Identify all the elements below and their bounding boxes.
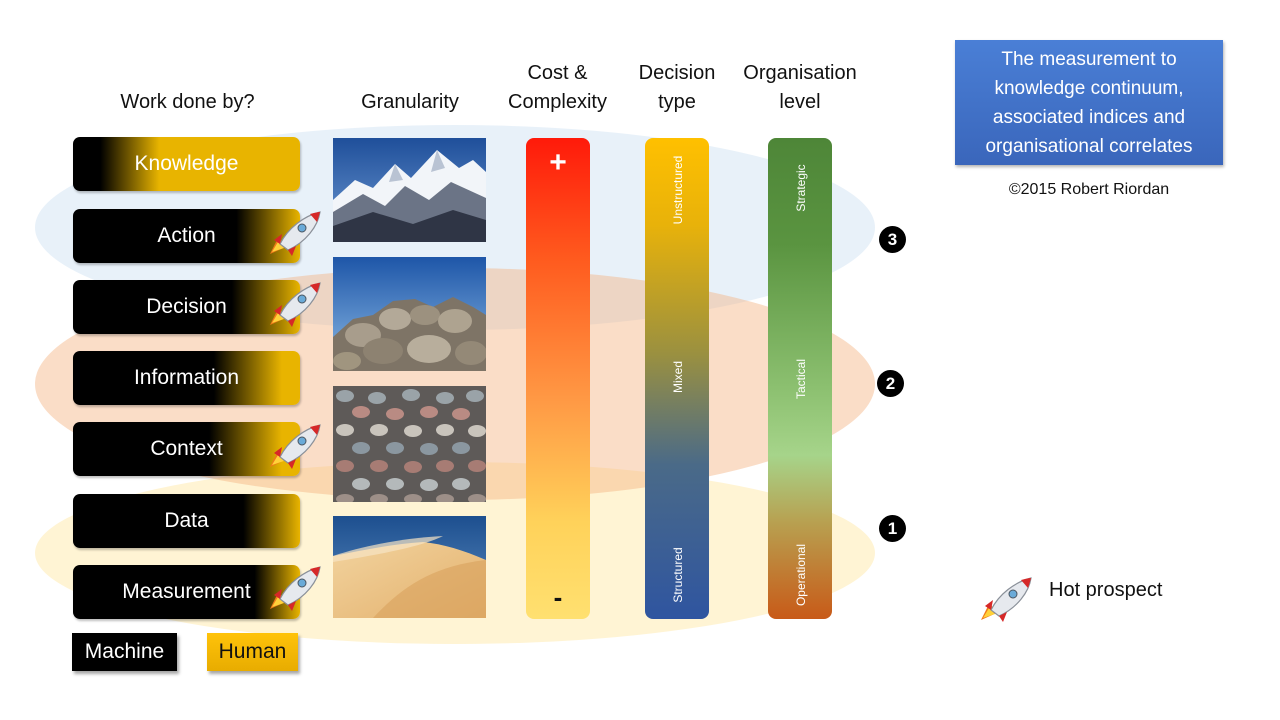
decision-type-bar [645,138,709,619]
header-cost-line2: Complexity [508,91,607,113]
level-label-information: Information [133,366,240,389]
zone-1-badge: 1 [879,515,906,542]
org-operational-label: Operational [794,543,808,607]
boulders-photo [333,257,486,371]
rocket-icon [981,577,1032,622]
title-line-4: organisational correlates [985,135,1193,157]
title-box: The measurement to knowledge continuum, … [955,40,1223,165]
header-decision-line1: Decision [638,62,716,84]
header-decision-line2: type [658,91,696,113]
level-label-data: Data [164,509,209,532]
rocket-icon [270,566,321,611]
sand-dune-photo [333,516,486,618]
org-tactical-label: Tactical [794,358,808,400]
header-cost-line1: Cost & [527,62,588,84]
header-work-done-by: Work done by? [120,91,255,113]
level-label-measurement: Measurement [122,580,251,603]
level-bar-action: Action [73,209,300,263]
title-line-2: knowledge continuum, [994,77,1184,99]
legend-human: Human [207,633,298,671]
zone-3-badge: 3 [879,226,906,253]
header-org-line2: level [779,91,821,113]
level-bar-context: Context [73,422,300,476]
level-bar-decision: Decision [73,280,300,334]
copyright-text: ©2015 Robert Riordan [1008,181,1170,198]
legend-machine: Machine [72,633,177,671]
header-decision-type: Decision type [622,59,732,117]
pebbles-photo [333,386,486,502]
header-granularity: Granularity [361,91,459,113]
level-label-knowledge: Knowledge [134,152,239,175]
legend-hot-prospect: Hot prospect [1049,579,1163,601]
cost-complexity-bar [526,138,590,619]
level-label-action: Action [157,224,216,247]
mountains-photo [333,138,486,242]
level-label-context: Context [150,437,223,460]
rocket-icon [270,282,321,327]
zone-2-badge: 2 [877,370,904,397]
org-strategic-label: Strategic [794,164,808,212]
level-bar-measurement: Measurement [73,565,300,619]
title-line-3: associated indices and [992,106,1186,128]
level-label-decision: Decision [146,295,227,318]
rocket-icon [270,211,321,256]
rocket-icon [270,424,321,469]
level-bar-data: Data [73,494,300,548]
title-line-1: The measurement to [1001,48,1177,70]
level-bar-information: Information [73,351,300,405]
cost-plus-sign: + [549,146,567,179]
decision-structured-label: Structured [671,547,685,603]
header-org-line1: Organisation [743,62,857,84]
decision-unstructured-label: Unstructured [671,155,685,225]
level-bar-knowledge: Knowledge [73,137,300,191]
organisation-level-bar [768,138,832,619]
header-organisation-level: Organisation level [730,59,870,117]
decision-mixed-label: Mixed [671,360,685,394]
header-cost-complexity: Cost & Complexity [490,59,625,117]
cost-minus-sign: - [553,582,563,612]
